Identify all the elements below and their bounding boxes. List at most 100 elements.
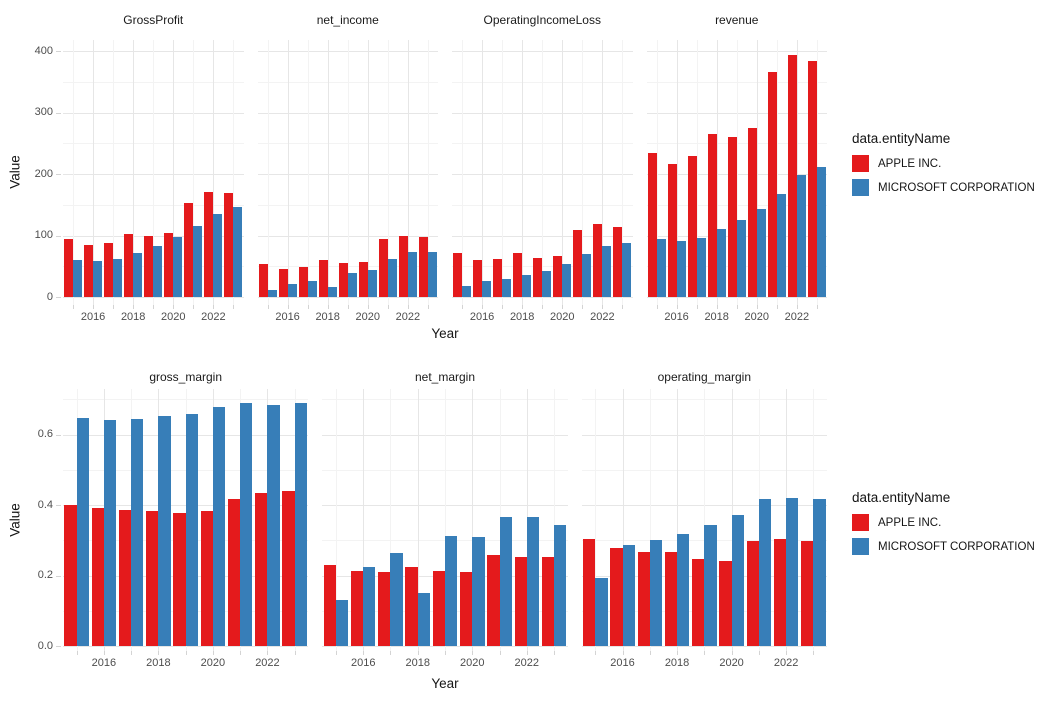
bar xyxy=(664,551,678,646)
bar xyxy=(526,516,540,646)
bar xyxy=(193,225,203,297)
gridline-vertical xyxy=(213,40,215,305)
x-axis-tick xyxy=(472,651,474,655)
y-axis-tick-label: 0.0 xyxy=(37,639,53,652)
facet-title: net_income xyxy=(316,13,379,27)
facet-title: gross_margin xyxy=(149,370,223,384)
y-axis-tick-label: 0.6 xyxy=(37,428,53,440)
x-axis-tick-label: 2018 xyxy=(120,311,146,323)
facet-panels-top: 0 100 200 300 400 GrossProfit 2016 2018 2020 2022… xyxy=(35,0,827,355)
bar xyxy=(595,577,608,646)
x-axis-tick xyxy=(756,305,758,309)
bar xyxy=(767,72,777,297)
x-axis-tick xyxy=(158,651,160,655)
bar xyxy=(453,253,463,297)
x-axis-tick xyxy=(796,305,798,309)
x-axis-tick xyxy=(93,305,95,309)
gridline-vertical xyxy=(542,40,544,305)
bar xyxy=(513,253,523,297)
x-axis-tick xyxy=(813,651,815,655)
x-axis-tick-label: 2020 xyxy=(460,657,485,669)
bar xyxy=(801,540,814,646)
x-axis-tick xyxy=(696,305,698,309)
facet-panel xyxy=(257,40,438,305)
x-axis-tick-label: 2018 xyxy=(315,311,340,323)
x-axis-tick xyxy=(347,305,349,309)
bar xyxy=(756,209,766,297)
gridline-vertical xyxy=(444,389,446,651)
x-axis-tick xyxy=(294,651,296,655)
gridline-vertical xyxy=(347,40,349,305)
y-axis-tick xyxy=(56,51,61,52)
y-axis-title-text: Value xyxy=(7,503,23,537)
bar xyxy=(104,242,114,297)
gridline-vertical xyxy=(776,40,778,305)
bar xyxy=(459,572,473,646)
bar xyxy=(613,226,623,297)
x-axis-tick xyxy=(153,305,155,309)
x-axis-tick-label: 2016 xyxy=(275,311,300,323)
x-axis-tick-label: 2022 xyxy=(590,311,615,323)
legend: data.entityName APPLE INC. MICROSOFT COR… xyxy=(852,490,1062,562)
legend-item-label: MICROSOFT CORPORATION xyxy=(878,540,1035,553)
legend-item-label: APPLE INC. xyxy=(878,516,942,529)
bar xyxy=(405,567,418,646)
gridline-vertical xyxy=(522,40,524,305)
gridline-vertical xyxy=(736,40,738,305)
bar xyxy=(153,246,163,297)
bar xyxy=(813,498,826,646)
x-axis-tick-label: 2016 xyxy=(80,311,106,323)
x-axis-tick xyxy=(582,305,584,309)
bar xyxy=(787,54,797,297)
bar xyxy=(758,499,772,646)
y-axis-tick xyxy=(56,174,61,175)
gridline-vertical xyxy=(649,389,651,651)
x-axis-tick-label: 2018 xyxy=(146,657,171,669)
bar xyxy=(583,538,596,646)
bar xyxy=(573,230,583,297)
x-axis-tick-label: 2020 xyxy=(719,657,744,669)
x-axis-tick-label: 2022 xyxy=(514,657,539,669)
gridline-vertical xyxy=(676,40,678,305)
x-axis-tick-label: 2016 xyxy=(350,657,376,669)
bar xyxy=(287,284,297,297)
bar xyxy=(327,286,337,297)
gridline-vertical xyxy=(602,40,604,305)
bar xyxy=(335,600,349,646)
x-axis-tick xyxy=(649,651,651,655)
legend-title: data.entityName xyxy=(852,490,951,505)
facet-panel xyxy=(646,40,827,305)
bar xyxy=(398,235,408,297)
bar xyxy=(294,403,307,646)
facet-panel xyxy=(63,389,309,651)
gridline-vertical xyxy=(796,40,798,305)
bar xyxy=(816,166,826,297)
gridline-vertical xyxy=(233,40,235,305)
bar xyxy=(258,264,268,297)
x-axis-tick xyxy=(499,651,501,655)
x-axis-tick xyxy=(622,305,624,309)
legend-item-apple: APPLE INC. xyxy=(852,514,1062,531)
bar xyxy=(786,497,799,646)
facet-title: OperatingIncomeLoss xyxy=(483,13,601,27)
bar xyxy=(776,193,786,297)
bar xyxy=(602,245,612,297)
bar xyxy=(185,413,198,646)
bar xyxy=(338,263,348,297)
x-axis-tick xyxy=(213,305,215,309)
x-axis-tick xyxy=(482,305,484,309)
gridline-vertical xyxy=(582,40,584,305)
x-axis-tick-label: 2022 xyxy=(784,311,810,323)
x-axis-tick xyxy=(562,305,564,309)
bar xyxy=(240,403,253,646)
bar xyxy=(773,539,787,646)
x-axis-tick-label: 2016 xyxy=(610,657,635,669)
bar xyxy=(493,259,503,297)
gridline-vertical xyxy=(704,389,706,651)
gridline-vertical xyxy=(193,40,195,305)
x-axis-tick xyxy=(335,651,337,655)
x-axis-title: Year xyxy=(431,676,459,691)
x-axis-tick xyxy=(267,305,269,309)
bar xyxy=(358,261,368,297)
bar xyxy=(499,517,512,646)
